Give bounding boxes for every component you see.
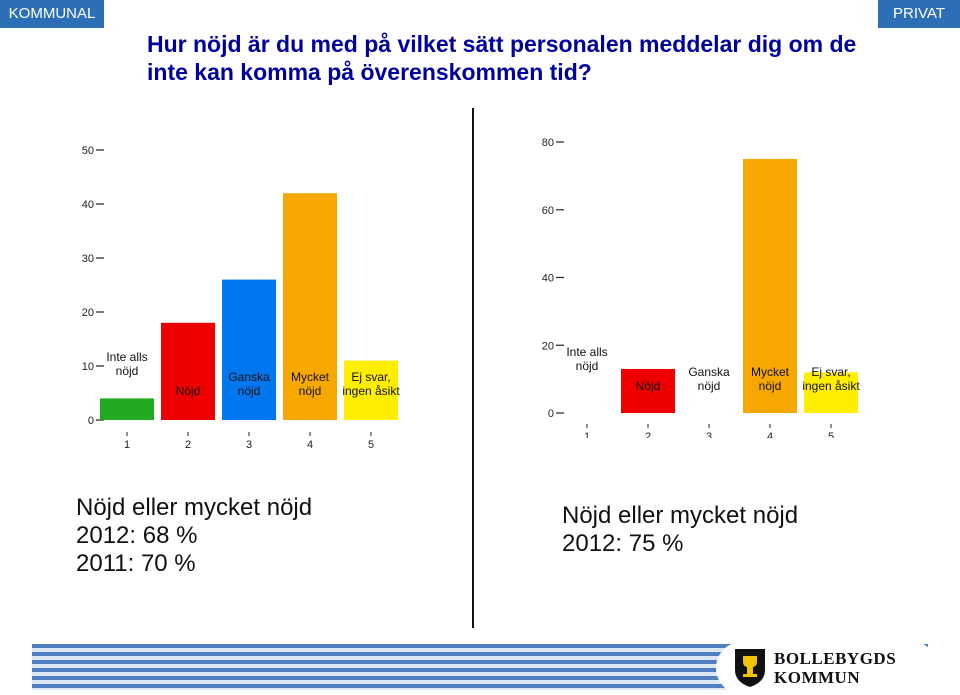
x-tick-label-3: 3 <box>246 439 252 450</box>
x-tick-label-1: 1 <box>124 439 130 450</box>
bar-5 <box>344 360 398 420</box>
summary-privat-heading: Nöjd eller mycket nöjd <box>562 502 799 529</box>
x-tick-label-5: 5 <box>828 431 834 438</box>
x-tick-label-2: 2 <box>645 431 651 438</box>
y-tick-label: 0 <box>88 415 94 427</box>
category-label-5: Ej svar, ingen åsikt <box>802 365 860 393</box>
summary-kommunal-2012: 2012: 68 % <box>76 522 198 549</box>
bar-2 <box>161 322 215 420</box>
y-tick-label: 40 <box>82 199 94 211</box>
bar-4 <box>283 193 337 420</box>
chart-kommunal: 0 10 20 30 40 50 Inte alls nöjd 1 Nöjd 2 Ganska nöjd… <box>82 145 401 450</box>
x-tick-label-4: 4 <box>307 439 313 450</box>
summary-kommunal: Nöjd eller mycket nöjd 2012: 68 % 2011: … <box>76 494 312 578</box>
category-label-1: Inte alls nöjd <box>106 350 147 378</box>
bar-5 <box>804 372 858 413</box>
privat-tag: PRIVAT <box>878 0 960 28</box>
y-tick-label: 30 <box>82 253 94 265</box>
summary-kommunal-heading: Nöjd eller mycket nöjd <box>76 494 313 521</box>
slide-title: Hur nöjd är du med på vilket sätt person… <box>147 31 857 85</box>
x-tick-label-1: 1 <box>584 431 590 438</box>
chart-privat: 0 20 40 60 80 Inte alls nöjd 1 Nöjd 2 Ganska nöjd 3 M… <box>542 137 861 438</box>
category-label-2: Nöjd <box>176 384 201 398</box>
category-label-1: Inte alls nöjd <box>566 345 607 373</box>
y-tick-label: 60 <box>542 205 554 217</box>
category-label-3: Ganska nöjd <box>688 365 730 393</box>
logo-text-line2: KOMMUN <box>774 668 861 687</box>
summary-privat-2012: 2012: 75 % <box>562 530 684 557</box>
logo-text-line1: BOLLEBYGDS <box>774 649 897 668</box>
category-label-2: Nöjd <box>636 379 661 393</box>
summary-kommunal-2011: 2011: 70 % <box>76 550 196 577</box>
bar-1 <box>100 398 154 420</box>
summary-privat: Nöjd eller mycket nöjd 2012: 75 % <box>562 502 798 558</box>
y-tick-label: 0 <box>548 408 554 420</box>
x-tick-label-3: 3 <box>706 431 712 438</box>
y-tick-label: 50 <box>82 145 94 157</box>
x-tick-label-5: 5 <box>368 439 374 450</box>
bar-2 <box>621 368 675 413</box>
municipality-logo: BOLLEBYGDS KOMMUN <box>716 641 938 695</box>
shield-icon <box>735 649 765 687</box>
y-tick-label: 20 <box>542 340 554 352</box>
bar-3 <box>222 279 276 420</box>
category-label-4: Mycket nöjd <box>291 370 330 398</box>
y-tick-label: 80 <box>542 137 554 149</box>
x-tick-label-2: 2 <box>185 439 191 450</box>
y-tick-label: 20 <box>82 307 94 319</box>
divider-line <box>472 108 474 628</box>
bar-4 <box>743 158 797 413</box>
category-label-4: Mycket nöjd <box>751 365 790 393</box>
category-label-3: Ganska nöjd <box>228 370 270 398</box>
x-tick-label-4: 4 <box>767 431 773 438</box>
kommunal-tag: KOMMUNAL <box>0 0 104 28</box>
y-tick-label: 10 <box>82 361 94 373</box>
y-tick-label: 40 <box>542 273 554 285</box>
category-label-5: Ej svar, ingen åsikt <box>342 370 400 398</box>
